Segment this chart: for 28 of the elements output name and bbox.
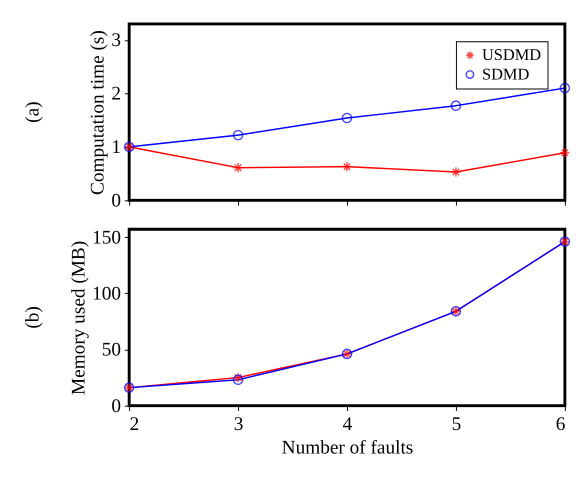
y-tick-label: 150	[92, 227, 121, 248]
point	[232, 130, 244, 140]
y-tick-label: 2	[111, 84, 121, 105]
x-tick-label: 3	[234, 414, 244, 436]
y-tick-label: 0	[111, 190, 121, 212]
point	[560, 147, 570, 158]
x-tick-label: 4	[342, 414, 353, 436]
y-tick-label: 50	[102, 340, 121, 361]
y-tick-label: 0	[111, 396, 121, 417]
y-tick-label: 3	[111, 30, 121, 52]
point	[450, 166, 462, 178]
text: (b)	[22, 306, 44, 329]
point	[560, 82, 570, 94]
legend-label: USDMD	[482, 45, 542, 64]
point	[450, 100, 462, 112]
x-axis-title: Number of faults	[282, 437, 414, 458]
x-tick-label: 2	[130, 414, 140, 436]
y-axis-title: Computation time (s)	[88, 30, 109, 196]
point	[342, 112, 352, 124]
y-tick-label: 100	[92, 284, 121, 305]
y-axis-title: Memory used (MB)	[68, 240, 90, 395]
x-tick-label: 6	[556, 414, 566, 436]
y-tick-label: 1	[111, 137, 121, 158]
point	[232, 162, 244, 174]
point	[342, 161, 352, 172]
legend-label: SDMD	[482, 64, 530, 84]
text: (a)	[22, 101, 44, 123]
x-tick-label: 5	[452, 414, 462, 436]
